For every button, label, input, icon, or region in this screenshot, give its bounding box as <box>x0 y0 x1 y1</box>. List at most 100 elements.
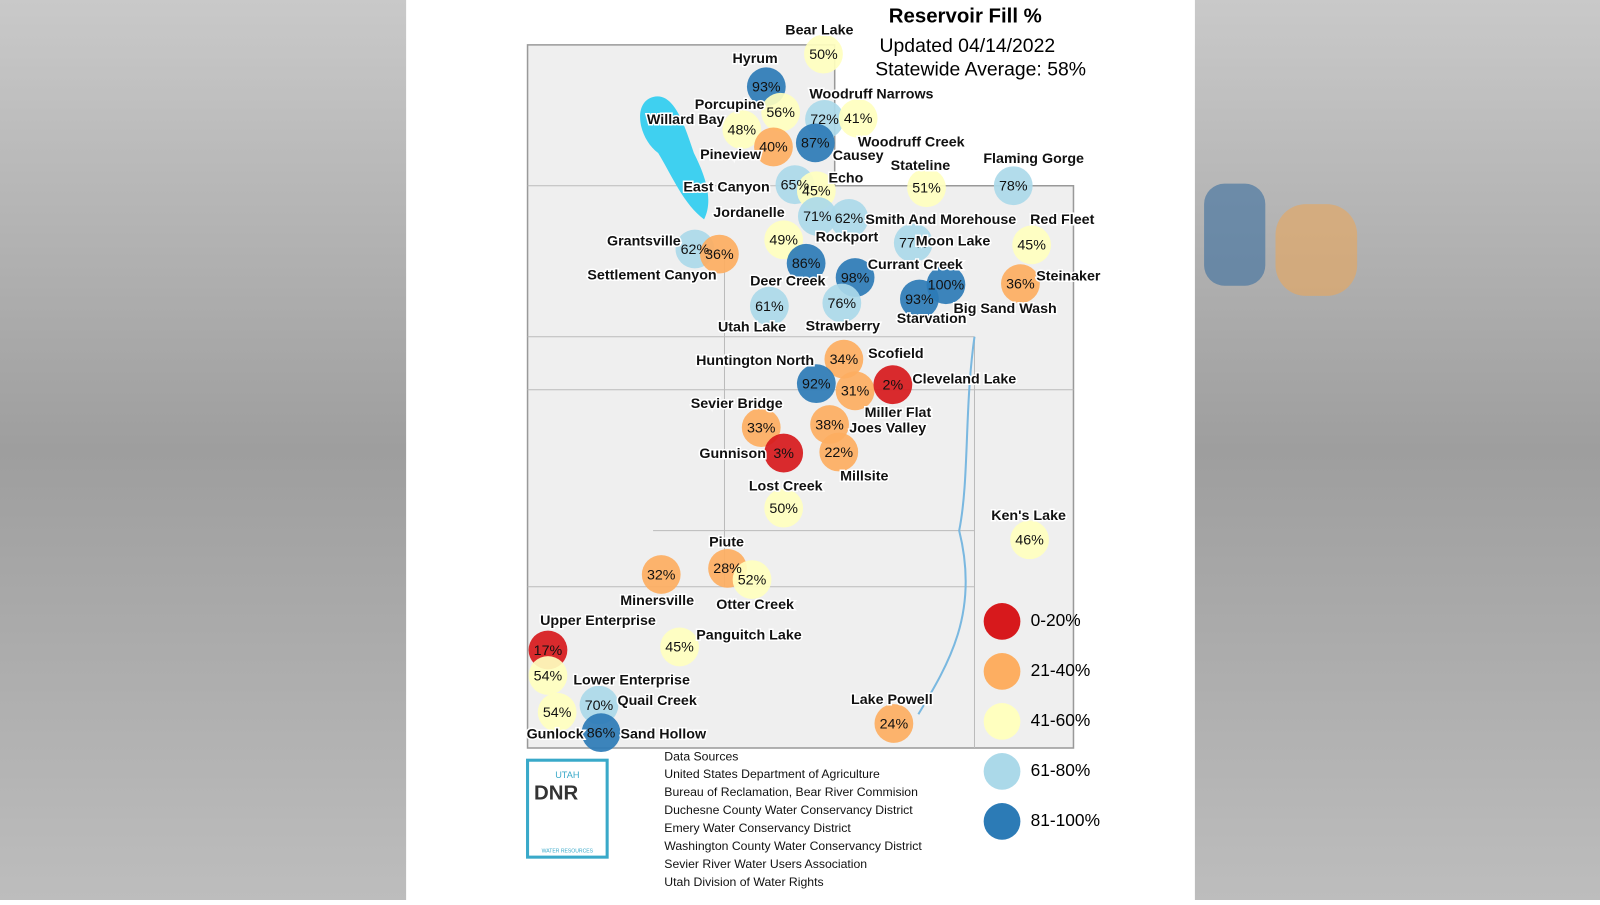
fill-label: 72% <box>810 112 839 128</box>
reservoir-marker <box>819 432 859 472</box>
reservoir-marker <box>700 234 739 274</box>
reservoir-name: Sand Hollow <box>620 726 706 742</box>
legend-swatch <box>983 703 1021 740</box>
fill-label: 86% <box>792 256 821 272</box>
reservoir-name: Quail Creek <box>617 693 696 709</box>
reservoir-name: Utah Lake <box>718 319 786 335</box>
source-line: Washington County Water Conservancy Dist… <box>664 839 922 853</box>
reservoir-name: Steinaker <box>1036 268 1101 284</box>
reservoir-marker <box>581 713 621 753</box>
reservoir-marker <box>537 692 577 732</box>
reservoir-name: Rockport <box>816 230 879 246</box>
reservoir-name: Sevier Bridge <box>691 396 783 412</box>
fill-label: 50% <box>809 47 838 63</box>
reservoir-name: Settlement Canyon <box>587 267 716 283</box>
reservoir-marker <box>660 627 699 667</box>
fill-label: 45% <box>1017 238 1046 254</box>
source-line: Duchesne County Water Conservancy Distri… <box>664 803 913 817</box>
reservoir-marker <box>786 243 826 283</box>
sources-heading: Data Sources <box>664 749 738 763</box>
fill-label: 24% <box>880 716 909 732</box>
reservoir-name: Woodruff Narrows <box>809 87 933 103</box>
logo: UTAH DNR WATER RESOURCES <box>526 758 609 859</box>
fill-label: 36% <box>1006 276 1035 292</box>
reservoir-name: Currant Creek <box>868 257 963 273</box>
great-salt-lake <box>640 96 709 220</box>
reservoir-name: Lower Enterprise <box>573 672 690 688</box>
river <box>917 336 976 715</box>
source-line: Emery Water Conservancy District <box>664 821 851 835</box>
fill-label: 100% <box>928 277 965 293</box>
logo-top: UTAH <box>555 770 579 780</box>
reservoir-marker <box>722 110 762 149</box>
reservoir-marker <box>993 166 1033 206</box>
logo-frame <box>526 758 609 859</box>
fill-label: 48% <box>728 122 757 138</box>
reservoir-name: Millsite <box>840 468 888 484</box>
fill-label: 50% <box>769 501 798 517</box>
reservoir-marker <box>761 92 800 132</box>
reservoir-name: Willard Bay <box>647 112 725 128</box>
reservoir-name: Piute <box>709 535 744 551</box>
reservoir-name: Minersville <box>620 593 694 609</box>
fill-label: 56% <box>766 105 795 121</box>
title: Reservoir Fill % <box>889 6 1042 28</box>
reservoir-name: Gunnison <box>699 446 766 462</box>
fill-label: 38% <box>815 417 844 433</box>
legend-swatch <box>983 803 1021 840</box>
fill-label: 2% <box>883 377 904 393</box>
reservoir-name: Woodruff Creek <box>858 135 965 151</box>
reservoir-name: Joes Valley <box>849 420 926 436</box>
fill-label: 28% <box>713 561 742 577</box>
source-line: United States Department of Agriculture <box>664 767 880 781</box>
reservoir-name: Deer Creek <box>750 273 825 289</box>
fill-label: 61% <box>755 299 784 315</box>
logo-bottom: WATER RESOURCES <box>542 848 594 854</box>
fill-label: 93% <box>905 292 934 308</box>
fill-label: 45% <box>665 640 694 656</box>
reservoir-name: Upper Enterprise <box>540 613 656 629</box>
reservoir-marker <box>732 560 772 599</box>
fill-label: 86% <box>587 725 616 741</box>
reservoir-marker <box>1012 225 1052 265</box>
fill-label: 76% <box>828 296 857 312</box>
reservoir-name: Lost Creek <box>749 479 823 495</box>
reservoir-layer: 50% Bear Lake 93% Hyrum 56%Porcupine 48%Willa… <box>525 21 1102 889</box>
reservoir-marker <box>822 283 862 323</box>
reservoir-name: Hyrum <box>733 51 778 67</box>
reservoir-marker <box>829 198 869 238</box>
reservoir-marker <box>838 98 878 138</box>
reservoir-name: Scofield <box>868 346 924 362</box>
reservoir-marker <box>764 433 804 473</box>
legend-swatch <box>983 603 1021 640</box>
fill-label: 22% <box>824 445 853 461</box>
reservoir-marker <box>1010 520 1049 560</box>
fill-label: 62% <box>835 211 864 227</box>
fill-label: 62% <box>681 242 710 258</box>
source-line: Sevier River Water Users Association <box>664 857 867 871</box>
reservoir-marker <box>797 196 837 236</box>
fill-label: 70% <box>585 698 614 714</box>
reservoir-marker <box>750 286 789 326</box>
reservoir-marker <box>764 488 804 528</box>
fill-label: 34% <box>830 352 859 368</box>
reservoir-name: Red Fleet <box>1030 212 1094 228</box>
fill-label: 98% <box>841 270 870 286</box>
fill-label: 41% <box>844 111 873 127</box>
legend-label: 61-80% <box>1031 760 1091 780</box>
fill-label: 17% <box>534 643 563 659</box>
fill-label: 52% <box>738 572 767 588</box>
reservoir-name: Grantsville <box>607 234 681 250</box>
legend-label: 0-20% <box>1031 610 1081 630</box>
blur-blob <box>1204 183 1266 286</box>
reservoir-name: Lake Powell <box>851 692 933 708</box>
updated: Updated 04/14/2022 <box>880 35 1056 57</box>
fill-label: 77% <box>899 236 928 252</box>
legend-swatch <box>983 753 1021 790</box>
reservoir-name: Big Sand Wash <box>953 301 1056 317</box>
reservoir-name: Pineview <box>700 147 762 163</box>
reservoir-name: Gunlock <box>527 726 584 742</box>
reservoir-marker <box>528 656 568 695</box>
reservoir-name: East Canyon <box>683 180 769 196</box>
reservoir-name: Moon Lake <box>916 234 991 250</box>
